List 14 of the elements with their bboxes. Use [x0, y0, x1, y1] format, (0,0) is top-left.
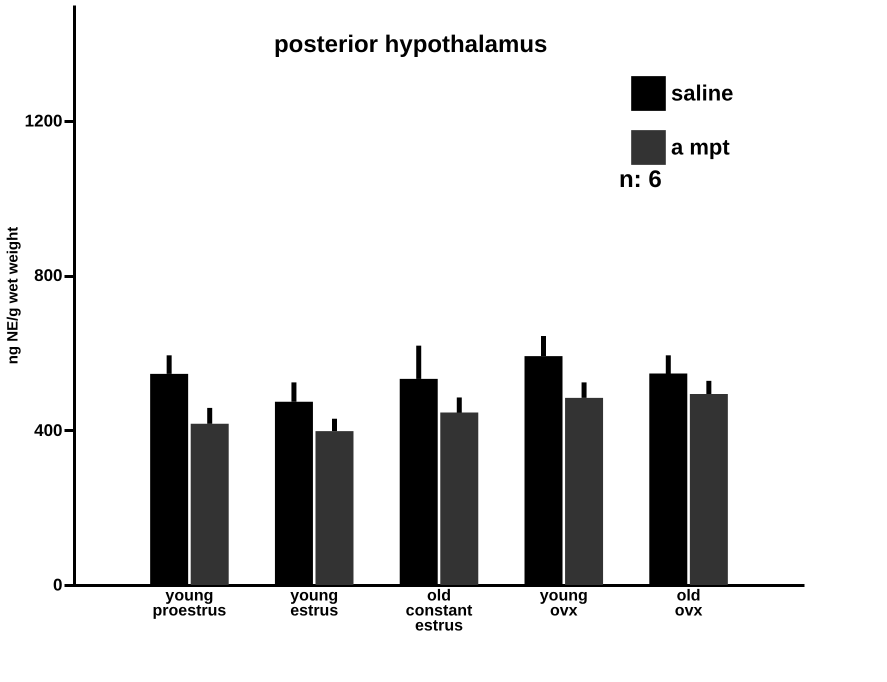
legend-label: saline	[671, 80, 734, 106]
annotation: n: 6	[619, 166, 662, 193]
y-tick-label: 400	[34, 420, 62, 440]
y-tick-label: 0	[53, 576, 62, 594]
text: posterior hypothalamus	[274, 31, 548, 58]
y-tick-label: 800	[34, 266, 62, 286]
x-tick-label: young ovx	[540, 588, 588, 620]
x-tick-label: young estrus	[290, 588, 338, 620]
y-axis-title: ng NE/g wet weight	[4, 226, 22, 364]
x-tick-label: old constant estrus	[406, 588, 474, 634]
legend-label: a mpt	[671, 134, 730, 160]
y-tick-label: 1200	[24, 112, 62, 130]
x-tick-label: old ovx	[674, 588, 702, 620]
x-tick-label: young proestrus	[152, 588, 226, 620]
